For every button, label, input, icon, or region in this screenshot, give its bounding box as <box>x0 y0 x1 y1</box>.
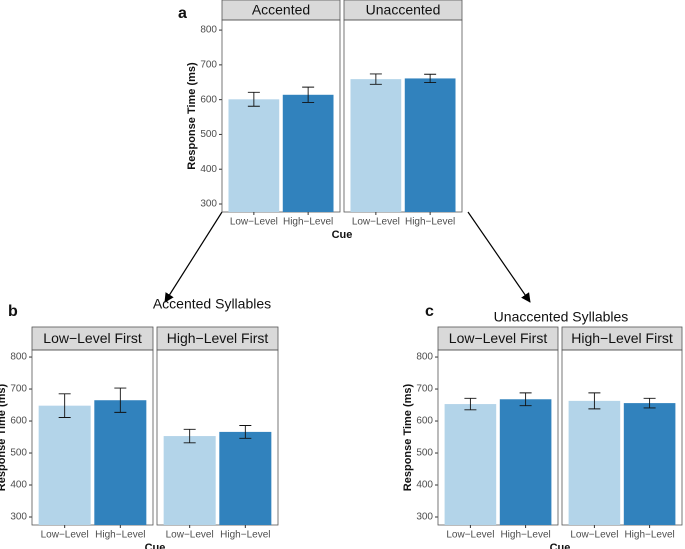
strip-label: Low−Level First <box>449 330 548 346</box>
strip-label: High−Level First <box>167 330 269 346</box>
y-tick-label: 400 <box>416 480 433 491</box>
strip-label: Accented <box>252 2 310 18</box>
y-tick-label: 500 <box>416 448 433 459</box>
y-tick-label: 800 <box>200 25 217 36</box>
x-axis-title: Cue <box>332 229 353 241</box>
strip-label: High−Level First <box>571 330 673 346</box>
bar <box>219 431 272 525</box>
arrow <box>164 211 223 303</box>
error-bar <box>519 392 532 407</box>
y-tick-label: 400 <box>200 164 217 175</box>
panel-title: Unaccented Syllables <box>494 309 629 325</box>
strip-label: Low−Level First <box>43 330 142 346</box>
x-tick-label: Low−Level <box>352 217 400 228</box>
bar <box>404 78 456 212</box>
y-tick-label: 600 <box>10 416 27 427</box>
y-tick-label: 700 <box>200 60 217 71</box>
panel-label: c <box>425 303 434 320</box>
y-tick-label: 300 <box>10 512 27 523</box>
bar <box>94 400 147 525</box>
x-tick-label: Low−Level <box>446 530 494 541</box>
panel-label: a <box>178 5 187 22</box>
x-tick-label: High−Level <box>624 530 674 541</box>
x-tick-label: High−Level <box>500 530 550 541</box>
x-axis-title: Cue <box>550 542 571 549</box>
y-tick-label: 400 <box>10 480 27 491</box>
facet-panel <box>156 349 279 526</box>
y-tick-label: 500 <box>10 448 27 459</box>
y-tick-label: 500 <box>200 129 217 140</box>
bar <box>499 399 552 525</box>
error-bar <box>369 73 382 85</box>
error-bar <box>424 73 437 84</box>
bar <box>282 94 334 212</box>
x-tick-label: High−Level <box>283 217 333 228</box>
facet-panel <box>221 19 341 213</box>
error-bar <box>114 387 127 413</box>
error-bar <box>239 425 252 439</box>
error-bar <box>302 86 315 103</box>
y-axis-title: Response Time (ms) <box>186 62 198 170</box>
facet-panel <box>343 19 463 213</box>
x-tick-label: Low−Level <box>570 530 618 541</box>
y-tick-label: 300 <box>200 199 217 210</box>
error-bar <box>183 428 196 444</box>
y-tick-label: 300 <box>416 512 433 523</box>
x-axis-title: Cue <box>145 542 166 549</box>
y-tick-label: 600 <box>200 94 217 105</box>
x-tick-label: High−Level <box>95 530 145 541</box>
bar <box>38 405 91 525</box>
panel-title: Accented Syllables <box>153 296 271 312</box>
x-tick-label: Low−Level <box>230 217 278 228</box>
y-tick-label: 700 <box>416 384 433 395</box>
facet-panel <box>31 349 154 526</box>
facet-panel <box>561 349 683 526</box>
y-tick-label: 700 <box>10 384 27 395</box>
bar <box>623 403 676 525</box>
y-axis-title: Response Time (ms) <box>0 383 8 491</box>
y-tick-label: 600 <box>416 416 433 427</box>
bar <box>350 79 402 212</box>
x-tick-label: Low−Level <box>41 530 89 541</box>
bar <box>444 404 497 525</box>
bar <box>228 99 280 212</box>
y-tick-label: 800 <box>10 352 27 363</box>
x-tick-label: High−Level <box>220 530 270 541</box>
error-bar <box>643 397 656 409</box>
bar <box>568 400 621 525</box>
error-bar <box>58 393 71 418</box>
bar <box>163 436 216 525</box>
error-bar <box>247 91 260 107</box>
x-tick-label: Low−Level <box>166 530 214 541</box>
x-tick-label: High−Level <box>405 217 455 228</box>
strip-label: Unaccented <box>366 2 441 18</box>
facet-panel <box>437 349 559 526</box>
arrow <box>467 211 531 303</box>
error-bar <box>464 397 477 411</box>
y-axis-title: Response Time (ms) <box>402 383 414 491</box>
panel-label: b <box>8 303 18 320</box>
error-bar <box>588 392 601 410</box>
y-tick-label: 800 <box>416 352 433 363</box>
